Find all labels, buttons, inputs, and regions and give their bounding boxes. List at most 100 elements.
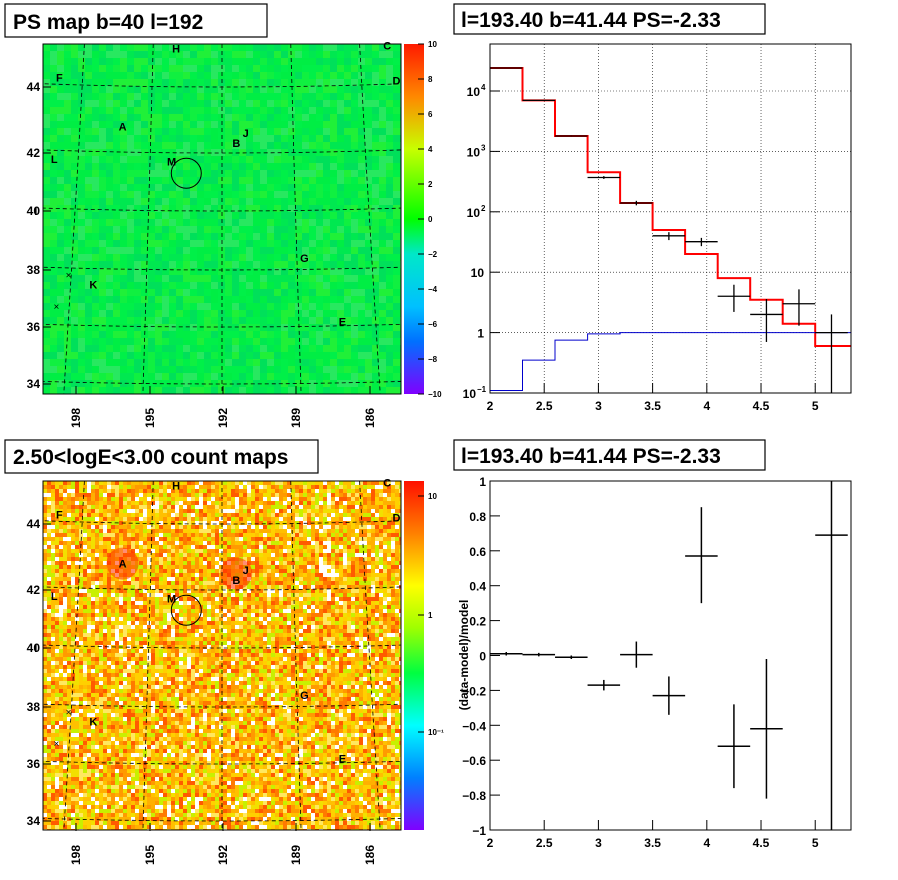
map-cell [319,505,323,509]
map-cell [190,261,197,268]
map-cell [288,93,295,100]
map-cell [197,240,204,247]
map-cell [375,517,379,521]
map-cell [50,58,57,65]
map-cell [283,513,287,517]
map-cell [335,505,339,509]
map-cell [267,282,274,289]
map-cell [315,561,319,565]
map-cell [344,170,351,177]
map-cell [302,324,309,331]
map-cell [387,533,391,537]
map-cell [253,310,260,317]
map-cell [95,577,99,581]
map-cell [78,107,85,114]
map-cell [274,65,281,72]
map-cell [120,310,127,317]
map-cell [344,380,351,387]
map-cell [307,489,311,493]
map-cell [372,107,379,114]
map-cell [275,561,279,565]
map-cell [64,303,71,310]
map-cell [191,501,195,505]
map-cell [386,268,393,275]
map-cell [246,268,253,275]
map-cell [260,219,267,226]
map-cell [91,553,95,557]
map-cell [372,254,379,261]
map-cell [225,198,232,205]
map-cell [50,289,57,296]
map-cell [204,107,211,114]
map-cell [43,170,50,177]
map-cell [171,533,175,537]
map-cell [395,541,399,545]
map-cell [55,569,59,573]
map-cell [71,205,78,212]
map-cell [225,58,232,65]
map-cell [218,324,225,331]
map-cell [253,338,260,345]
map-cell [141,156,148,163]
map-cell [395,537,399,541]
map-cell [91,569,95,573]
map-cell [316,352,323,359]
map-cell [303,497,307,501]
map-cell [275,525,279,529]
map-cell [57,86,64,93]
map-cell [344,100,351,107]
map-cell [199,537,203,541]
map-cell [239,79,246,86]
map-cell [211,561,215,565]
colorbar-tick-label: −4 [428,285,438,294]
map-cell [281,79,288,86]
map-cell [379,517,383,521]
map-cell [386,240,393,247]
map-cell [120,254,127,261]
map-cell [59,541,63,545]
map-cell [335,533,339,537]
map-cell [279,481,283,485]
map-cell [393,387,400,394]
source-label-H: H [172,44,180,56]
map-cell [367,509,371,513]
map-cell [204,261,211,268]
map-cell [267,509,271,513]
map-cell [83,529,87,533]
map-cell [43,366,50,373]
map-cell [99,296,106,303]
map-cell [162,268,169,275]
map-cell [134,317,141,324]
map-cell [295,121,302,128]
map-cell [95,517,99,521]
map-cell [169,331,176,338]
map-cell [85,303,92,310]
map-cell [78,303,85,310]
map-cell [309,86,316,93]
map-cell [330,198,337,205]
map-cell [309,282,316,289]
map-cell [159,541,163,545]
map-cell [253,317,260,324]
map-cell [393,338,400,345]
map-cell [371,533,375,537]
map-cell [232,310,239,317]
map-cell [243,513,247,517]
map-cell [92,240,99,247]
map-cell [231,509,235,513]
map-cell [155,79,162,86]
map-cell [162,331,169,338]
map-cell [358,240,365,247]
map-cell [92,373,99,380]
map-cell [367,489,371,493]
map-cell [337,170,344,177]
map-cell [288,142,295,149]
map-cell [383,501,387,505]
map-cell [64,114,71,121]
map-cell [59,537,63,541]
map-cell [67,577,71,581]
map-cell [139,481,143,485]
map-cell [135,485,139,489]
map-cell [344,93,351,100]
map-cell [203,557,207,561]
